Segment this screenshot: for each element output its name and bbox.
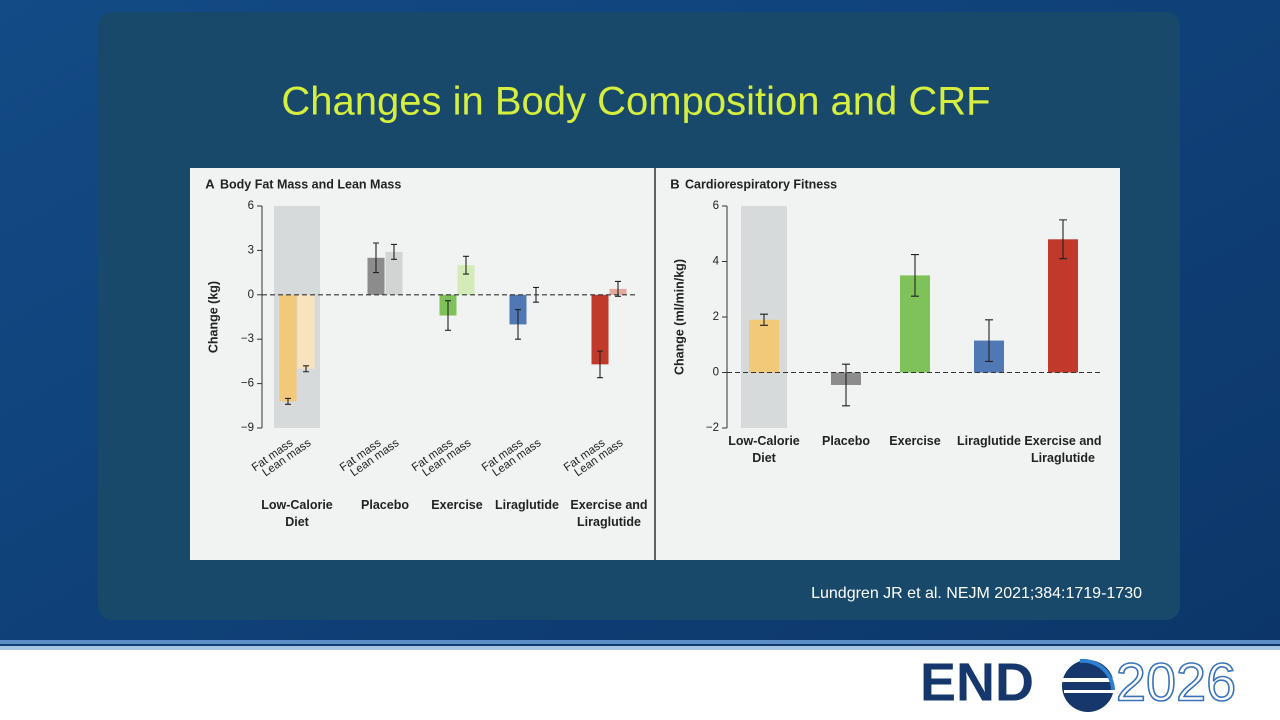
logo-globe — [1062, 658, 1115, 712]
y-axis-label: Change (kg) — [206, 281, 220, 353]
error-bar — [515, 309, 521, 340]
citation: Lundgren JR et al. NEJM 2021;384:1719-17… — [811, 585, 1142, 602]
category-label: Low-Calorie Diet — [261, 498, 333, 529]
error-bar — [597, 350, 603, 379]
bar — [749, 319, 779, 373]
category-label: Placebo — [361, 498, 409, 512]
bar — [367, 257, 385, 295]
error-bar — [285, 397, 291, 405]
error-bar — [615, 280, 621, 297]
error-bar — [760, 313, 768, 326]
error-bar — [445, 300, 451, 331]
error-bar — [373, 242, 379, 274]
logo-right: 2026 — [1116, 652, 1236, 712]
category-label: Liraglutide — [495, 498, 559, 512]
category-label: Liraglutide — [957, 434, 1021, 448]
y-tick-label: 4 — [713, 256, 720, 268]
error-bar — [985, 319, 993, 362]
error-bar — [303, 365, 309, 373]
bar — [279, 294, 297, 402]
category-label: Exercise — [431, 498, 483, 512]
panel-label: A — [205, 176, 215, 191]
error-bar — [463, 255, 469, 275]
y-tick-label: 6 — [713, 200, 719, 212]
slide-title: Changes in Body Composition and CRF — [281, 80, 990, 124]
panel-label: B — [670, 176, 679, 191]
y-tick-label: 2 — [713, 311, 719, 323]
y-tick-label: 0 — [713, 367, 719, 379]
y-tick-label: 6 — [248, 200, 254, 212]
rule — [0, 646, 1280, 650]
category-label: Placebo — [822, 434, 870, 448]
y-tick-label: −9 — [241, 422, 254, 434]
error-bar — [842, 363, 850, 407]
category-label: Exercise — [889, 434, 941, 448]
error-bar — [911, 254, 919, 297]
y-tick-label: −6 — [241, 378, 254, 390]
bar — [1048, 239, 1078, 373]
error-bar — [1059, 219, 1067, 260]
chart-title: Cardiorespiratory Fitness — [685, 177, 837, 191]
y-tick-label: 3 — [248, 244, 254, 256]
y-tick-label: −3 — [241, 333, 254, 345]
bar — [297, 294, 315, 369]
y-tick-label: −2 — [706, 422, 719, 434]
y-tick-label: 0 — [248, 289, 254, 301]
rule — [0, 640, 1280, 644]
category-label: Exercise and Liraglutide — [570, 498, 648, 529]
bar — [591, 294, 609, 365]
category-label: Exercise and Liraglutide — [1024, 434, 1102, 465]
bar — [457, 265, 475, 295]
error-bar — [391, 243, 397, 260]
bar — [385, 251, 403, 295]
chart-title: Body Fat Mass and Lean Mass — [220, 177, 401, 191]
logo-left: END — [920, 652, 1034, 712]
category-label: Low-Calorie Diet — [728, 434, 800, 465]
y-axis-label: Change (ml/min/kg) — [672, 259, 686, 375]
